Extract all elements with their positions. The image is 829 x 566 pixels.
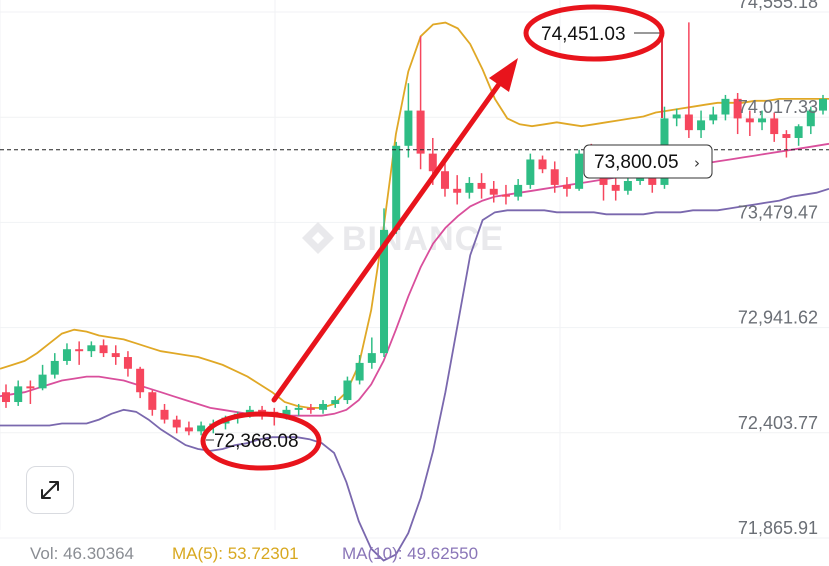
current-price-tag[interactable]: 73,800.05 › bbox=[583, 144, 713, 179]
chevron-right-icon: › bbox=[694, 154, 700, 172]
candle-body bbox=[782, 134, 791, 138]
candle-body bbox=[538, 159, 547, 170]
candle-body bbox=[38, 374, 47, 389]
candle-body bbox=[562, 184, 571, 189]
candle-body bbox=[392, 145, 401, 230]
candle-body bbox=[123, 357, 132, 369]
bollinger-lines bbox=[0, 21, 829, 562]
candle-body bbox=[550, 169, 559, 185]
watermark-text: BINANCE bbox=[342, 220, 504, 258]
current-price-text: 73,800.05 bbox=[594, 152, 679, 173]
indicator-footer: Vol: 46.30364 MA(5): 53.72301 MA(10): 49… bbox=[0, 540, 829, 566]
high-circle bbox=[523, 4, 665, 62]
y-axis: 74,555.18 74,017.33 73,479.47 72,941.62 72,4… bbox=[738, 0, 818, 538]
low-circle bbox=[200, 411, 322, 471]
candle-body bbox=[367, 353, 376, 363]
candle-body bbox=[148, 392, 157, 410]
grid-lines bbox=[0, 0, 829, 539]
candle-body bbox=[623, 181, 632, 191]
candle-body bbox=[404, 110, 413, 146]
candle-body bbox=[306, 407, 315, 410]
volume-label: Vol: 46.30364 bbox=[30, 544, 134, 563]
candle-body bbox=[343, 380, 352, 401]
series-line-0 bbox=[0, 21, 829, 409]
candle-body bbox=[465, 182, 474, 193]
candle-body bbox=[111, 353, 120, 358]
ma5-label: MA(5): 53.72301 bbox=[172, 544, 299, 563]
trend-arrow bbox=[271, 58, 518, 403]
candle-body bbox=[331, 400, 340, 404]
series-line-1 bbox=[0, 142, 829, 417]
candle-body bbox=[794, 126, 803, 138]
y-tick-label: 73,479.47 bbox=[738, 202, 818, 222]
candle-body bbox=[721, 98, 730, 115]
candle-body bbox=[514, 184, 523, 197]
candle-body bbox=[489, 188, 498, 195]
high-price-text: 74,451.03 bbox=[541, 24, 626, 45]
annotation-high: 74,451.03 bbox=[523, 4, 665, 118]
candle-body bbox=[806, 110, 815, 127]
candle-body bbox=[245, 409, 254, 414]
candle-body bbox=[258, 409, 267, 412]
candle-body bbox=[684, 114, 693, 131]
candle-body bbox=[380, 229, 389, 354]
candle-body bbox=[770, 118, 779, 135]
candle-body bbox=[2, 392, 10, 403]
candle-body bbox=[440, 171, 449, 189]
expand-icon bbox=[41, 481, 59, 499]
candle-body bbox=[172, 419, 181, 428]
candle-body bbox=[184, 427, 193, 432]
candle-body bbox=[733, 98, 742, 119]
y-tick-label: 71,865.91 bbox=[738, 518, 818, 538]
candle-body bbox=[14, 386, 23, 403]
candle-body bbox=[819, 98, 827, 111]
candle-body bbox=[697, 120, 706, 131]
y-tick-label: 72,403.77 bbox=[738, 413, 818, 433]
candle-body bbox=[575, 153, 584, 189]
candle-body bbox=[50, 360, 59, 375]
candle-body bbox=[526, 159, 535, 185]
candle-body bbox=[87, 345, 96, 352]
candle-body bbox=[62, 349, 71, 361]
candle-body bbox=[75, 349, 84, 352]
candle-body bbox=[745, 118, 754, 123]
annotation-low: 72,368.08 bbox=[200, 411, 322, 471]
candle-body bbox=[428, 153, 437, 172]
candle-body bbox=[136, 368, 145, 393]
candle-body bbox=[99, 345, 108, 354]
candle-body bbox=[611, 184, 620, 191]
candle-body bbox=[355, 362, 364, 381]
candle-body bbox=[758, 118, 767, 123]
candle-body bbox=[294, 407, 303, 410]
y-tick-label: 74,555.18 bbox=[738, 0, 818, 12]
ma10-label: MA(10): 49.62550 bbox=[342, 544, 479, 563]
candle-body bbox=[709, 114, 718, 121]
candle-body bbox=[160, 409, 169, 420]
candle-body bbox=[453, 188, 462, 193]
low-price-text: 72,368.08 bbox=[214, 431, 299, 452]
series-line-2 bbox=[0, 187, 829, 562]
watermark: BINANCE bbox=[302, 220, 504, 258]
candle-body bbox=[282, 409, 291, 416]
expand-button[interactable] bbox=[26, 466, 74, 514]
y-tick-label: 72,941.62 bbox=[738, 308, 818, 328]
candle-body bbox=[672, 114, 681, 119]
candle-body bbox=[197, 425, 206, 432]
candle-body bbox=[416, 110, 425, 154]
y-tick-label: 74,017.33 bbox=[738, 97, 818, 117]
candle-body bbox=[26, 386, 35, 389]
candle-body bbox=[477, 182, 486, 189]
candle-body bbox=[501, 194, 510, 197]
candle-body bbox=[319, 403, 328, 410]
